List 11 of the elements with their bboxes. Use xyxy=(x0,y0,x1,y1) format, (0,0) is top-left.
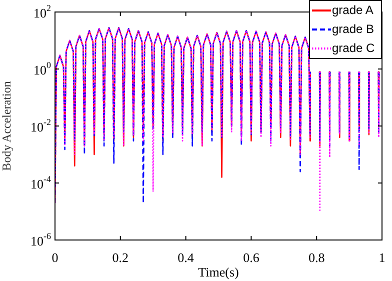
legend-label: grade A xyxy=(332,2,374,17)
x-axis-title: Time(s) xyxy=(198,264,239,280)
x-tick-label: 0 xyxy=(52,250,58,266)
x-tick-label: 0.6 xyxy=(243,250,260,266)
y-axis-title: Body Acceleration xyxy=(0,81,14,171)
x-tick-label: 1 xyxy=(378,250,386,266)
x-tick-label: 0.8 xyxy=(308,250,325,266)
x-tick-label: 0.4 xyxy=(178,250,194,266)
legend-label: grade C xyxy=(332,40,376,55)
legend-label: grade B xyxy=(332,22,374,36)
x-tick-label: 0.2 xyxy=(112,250,129,266)
